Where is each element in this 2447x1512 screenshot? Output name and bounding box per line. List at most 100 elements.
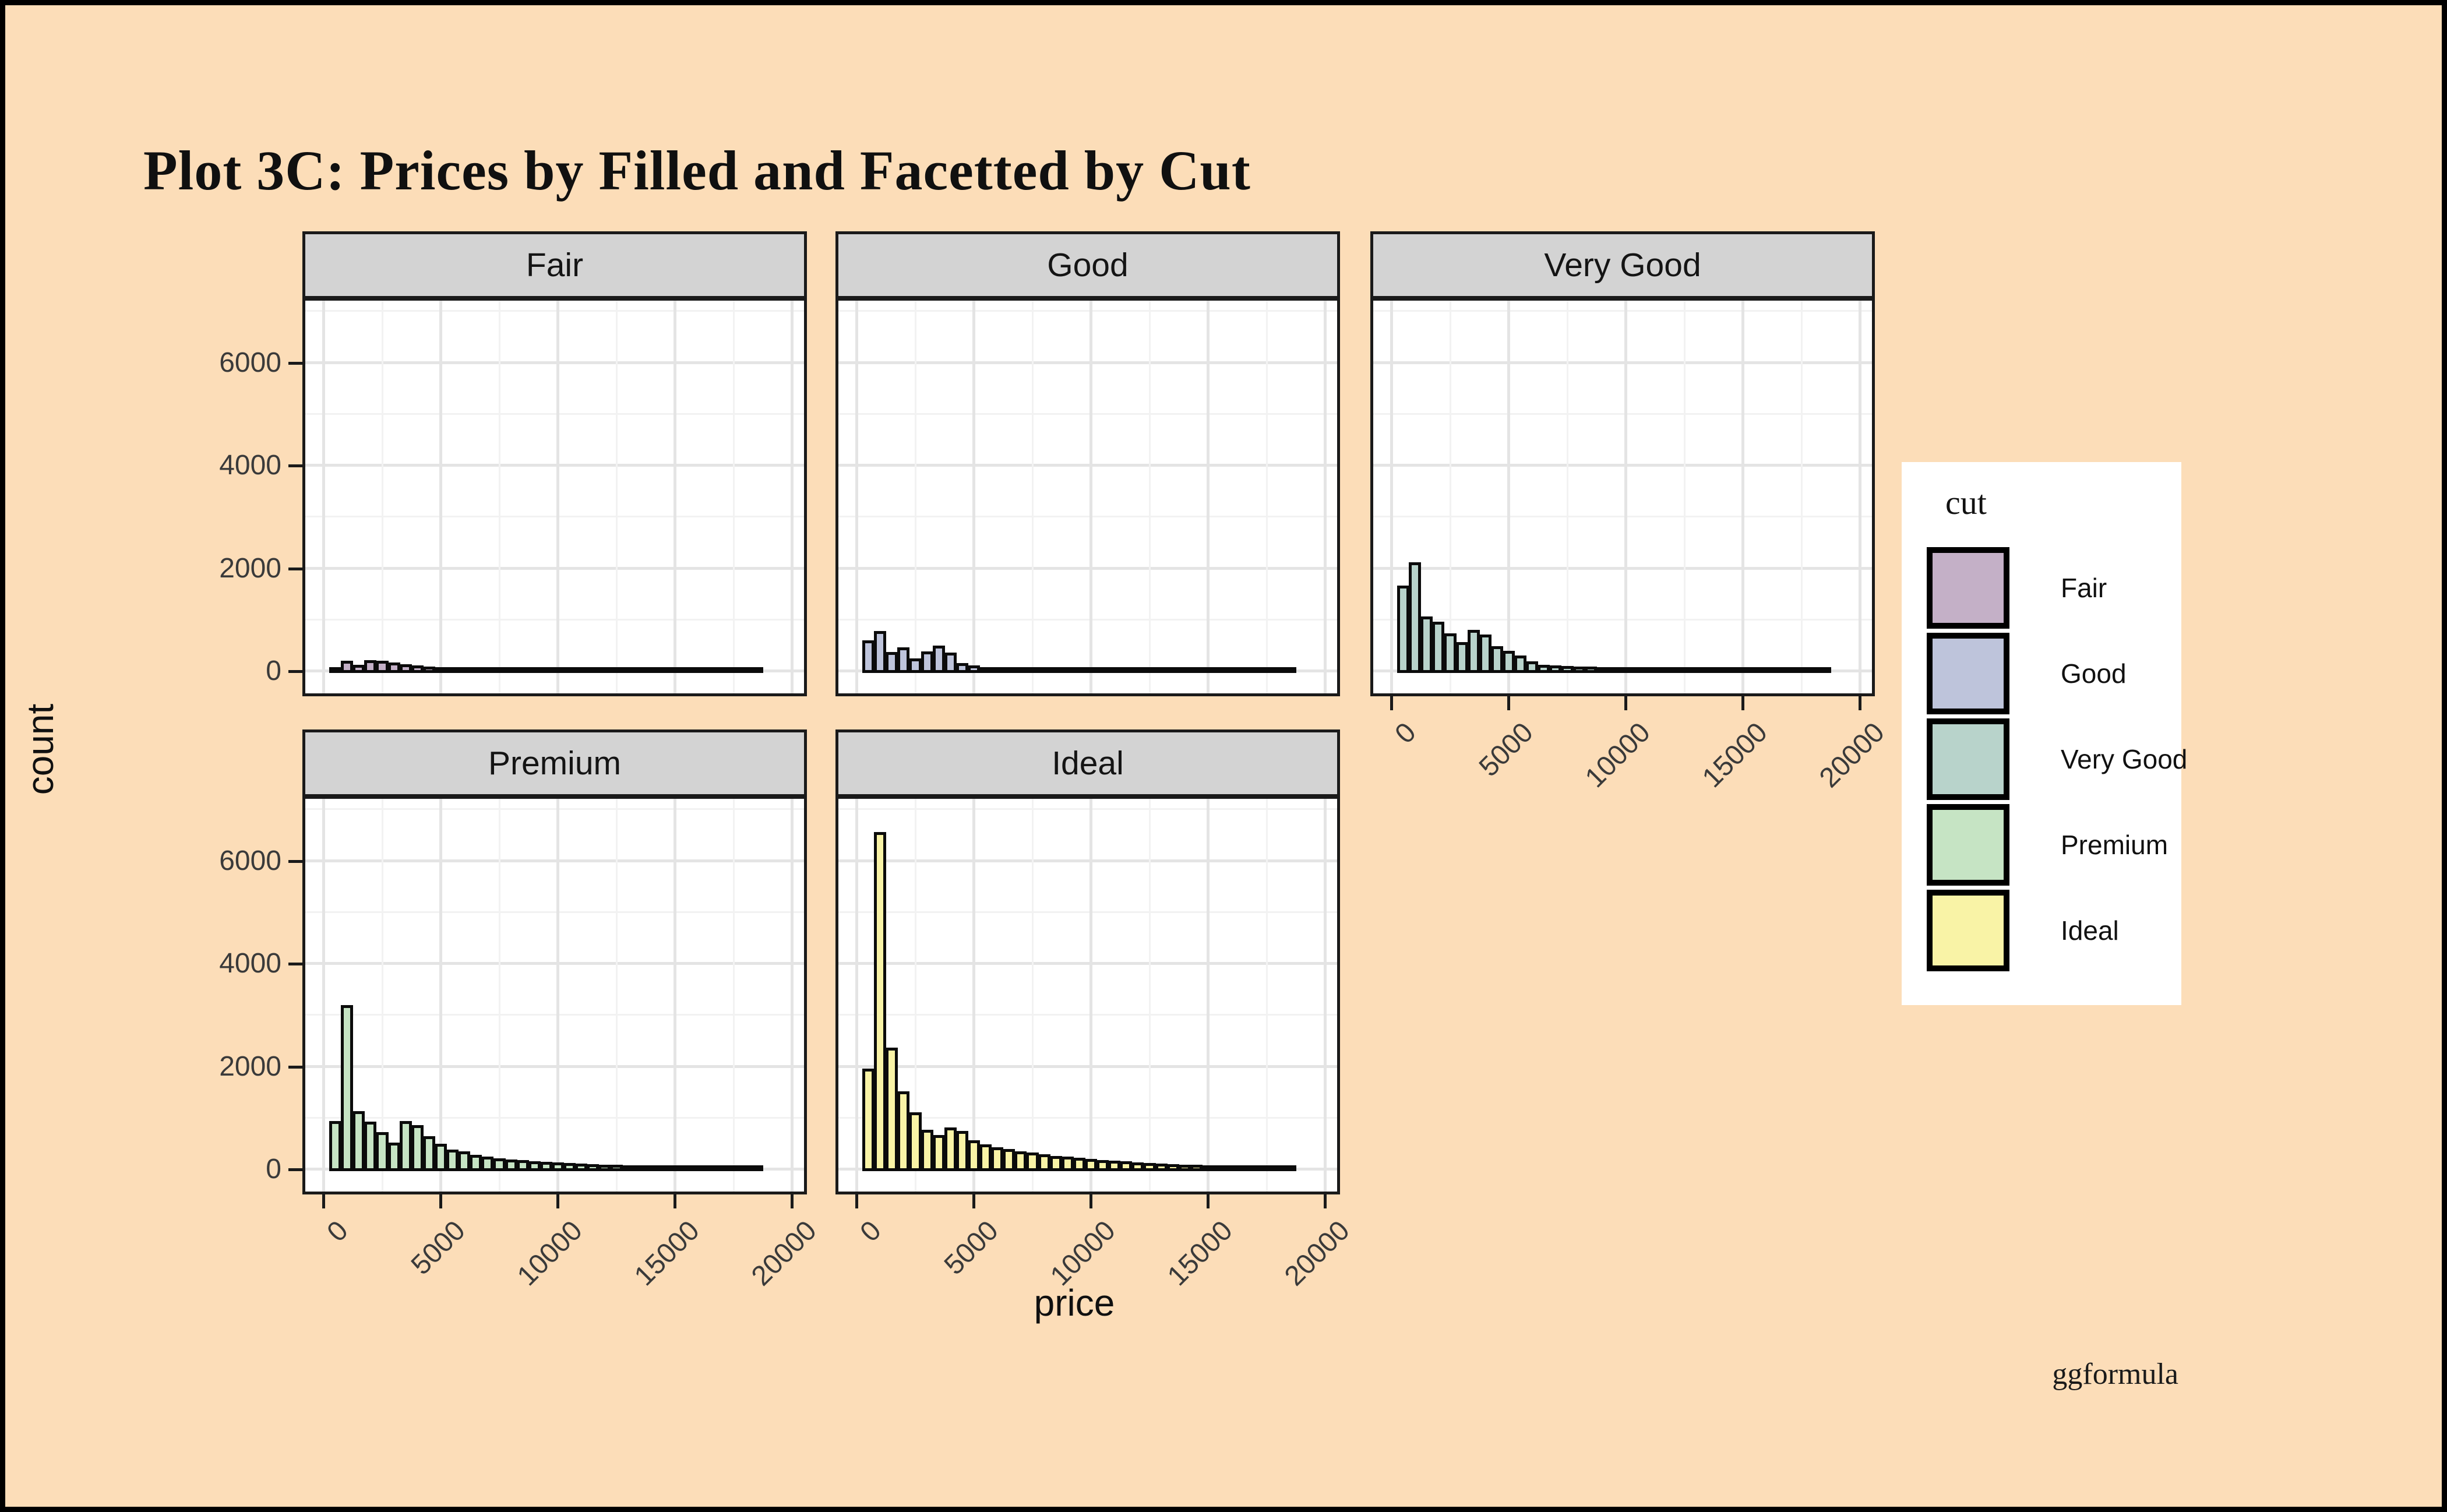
histogram-bar (1284, 667, 1296, 673)
histogram-bar (1432, 621, 1445, 673)
histogram-bar (680, 667, 693, 673)
histogram-bar (341, 660, 354, 673)
histogram-bar (1225, 667, 1238, 673)
gridline-minor-h (305, 1116, 804, 1119)
y-tick-label: 0 (266, 655, 281, 686)
x-tick-label: 0 (321, 1215, 354, 1248)
gridline-minor-v (1800, 301, 1803, 693)
x-tick (855, 1194, 858, 1208)
histogram-bar (1655, 667, 1667, 673)
legend-swatch (1927, 547, 2009, 629)
histogram-bar (1214, 667, 1226, 673)
gridline-major-v (674, 301, 676, 693)
gridline-major-v (1324, 799, 1327, 1192)
histogram-bar (967, 1140, 981, 1171)
histogram-bar (1783, 667, 1796, 673)
histogram-bar (1073, 667, 1085, 673)
gridline-major-v (1207, 799, 1210, 1192)
gridline-minor-h (838, 516, 1337, 518)
histogram-bar (886, 651, 898, 673)
gridline-major-v (1089, 301, 1092, 693)
histogram-bar (598, 1164, 611, 1171)
histogram-bar (680, 1165, 693, 1171)
y-tick (288, 567, 302, 570)
x-tick (791, 1194, 794, 1208)
histogram-bar (967, 665, 981, 673)
histogram-bar (1479, 634, 1492, 673)
histogram-bar (979, 667, 992, 673)
x-tick-label: 20000 (1813, 717, 1891, 794)
gridline-major-h (305, 361, 804, 364)
chart-title: Plot 3C: Prices by Filled and Facetted b… (143, 139, 1251, 202)
histogram-bar (1690, 667, 1702, 673)
gridline-minor-v (1449, 301, 1451, 693)
legend-entry-premium: Premium (1927, 804, 2168, 886)
histogram-bar (1049, 1155, 1062, 1171)
x-tick (322, 1194, 325, 1208)
histogram-bar (1561, 665, 1574, 673)
histogram-bar (886, 1048, 898, 1171)
histogram-bar (1014, 1151, 1027, 1171)
histogram-bar (481, 1157, 494, 1171)
histogram-bar (1584, 667, 1597, 673)
histogram-bar (1260, 1165, 1273, 1171)
gridline-minor-v (498, 301, 500, 693)
histogram-bar (364, 660, 377, 673)
histogram-bar (411, 665, 424, 673)
histogram-bar (1073, 1158, 1085, 1171)
x-tick (1859, 696, 1861, 710)
histogram-bar (1249, 1165, 1261, 1171)
gridline-minor-h (1373, 516, 1872, 518)
histogram-bar (364, 1122, 377, 1171)
gridline-minor-v (914, 301, 916, 693)
gridline-minor-v (1265, 799, 1268, 1192)
x-tick-label: 15000 (1696, 717, 1773, 794)
histogram-bar (750, 667, 763, 673)
histogram-bar (329, 667, 342, 673)
histogram-bar (1014, 667, 1027, 673)
gridline-minor-h (305, 310, 804, 312)
histogram-bar (715, 667, 728, 673)
histogram-bar (1643, 667, 1656, 673)
gridline-minor-h (305, 516, 804, 518)
histogram-bar (727, 667, 740, 673)
histogram-bar (1619, 667, 1632, 673)
histogram-bar (528, 667, 541, 673)
gridline-major-h (838, 464, 1337, 467)
histogram-bar (704, 667, 717, 673)
histogram-bar (739, 1165, 752, 1171)
x-tick (1207, 1194, 1210, 1208)
facet-strip-label: Fair (526, 246, 584, 284)
gridline-minor-v (498, 799, 500, 1192)
gridline-major-h (305, 566, 804, 570)
histogram-bar (481, 667, 494, 673)
histogram-bar (1736, 667, 1750, 673)
histogram-bar (645, 667, 658, 673)
histogram-bar (1096, 667, 1109, 673)
gridline-minor-v (1683, 301, 1686, 693)
histogram-bar (1284, 1165, 1296, 1171)
histogram-bar (1178, 667, 1191, 673)
gridline-minor-h (838, 911, 1337, 913)
x-tick (972, 1194, 975, 1208)
gridline-minor-v (381, 799, 383, 1192)
histogram-bar (1026, 667, 1039, 673)
histogram-bar (446, 667, 459, 673)
legend-entry-label: Very Good (2061, 744, 2188, 774)
histogram-bar (551, 1162, 565, 1171)
histogram-bar (540, 1162, 552, 1171)
histogram-bar (1772, 667, 1785, 673)
gridline-minor-v (615, 799, 618, 1192)
histogram-bar (505, 667, 517, 673)
histogram-bar (1549, 665, 1562, 673)
histogram-bar (944, 653, 957, 673)
gridline-minor-v (1031, 799, 1034, 1192)
gridline-minor-v (1566, 301, 1568, 693)
histogram-bar (493, 667, 506, 673)
histogram-bar (897, 647, 910, 673)
histogram-bar (422, 1136, 435, 1171)
y-tick-label: 0 (266, 1154, 281, 1185)
histogram-bar (1748, 667, 1761, 673)
histogram-bar (1701, 667, 1714, 673)
histogram-bar (575, 1163, 588, 1171)
